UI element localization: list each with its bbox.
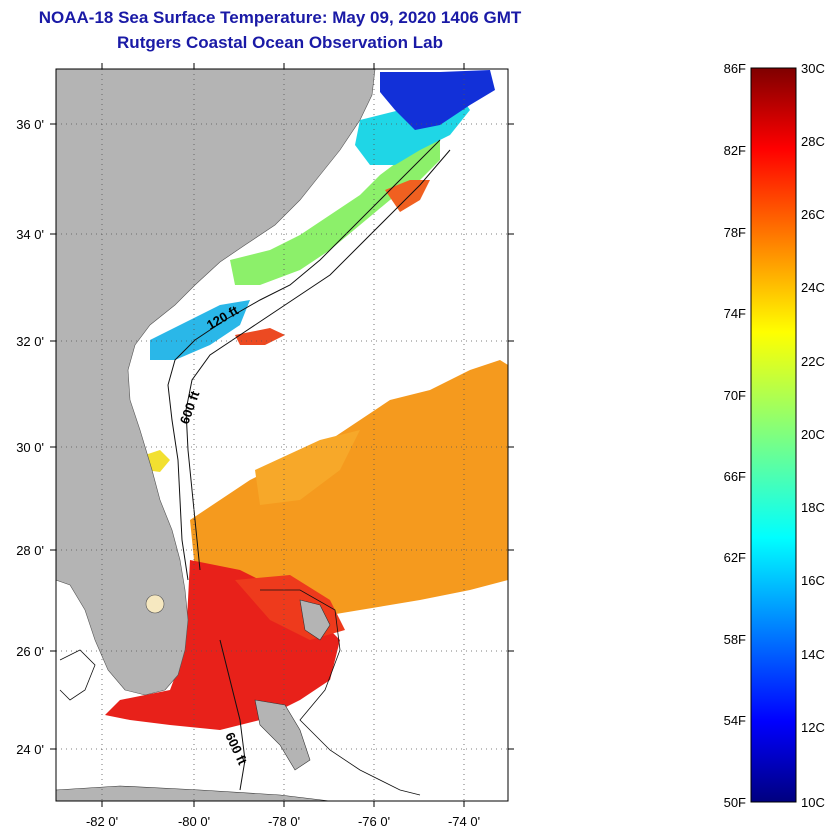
- lon-label: -80 0': [178, 814, 210, 829]
- cb-c-label: 30C: [801, 61, 825, 76]
- lat-label: 34 0': [16, 227, 44, 242]
- axis-ticks: [50, 63, 514, 807]
- lon-label: -74 0': [448, 814, 480, 829]
- land-bahamas-2: [254, 699, 311, 771]
- colorbar-celsius-labels: 30C 28C 26C 24C 22C 20C 18C 16C 14C 12C …: [801, 61, 825, 810]
- lat-label: 36 0': [16, 117, 44, 132]
- shelf-water-blue: [380, 70, 495, 130]
- map-panel: 120 ft 600 ft 600 ft: [56, 69, 508, 801]
- latitude-labels: 36 0' 34 0' 32 0' 30 0' 28 0' 26 0' 24 0…: [16, 117, 44, 757]
- cb-f-label: 82F: [724, 143, 746, 158]
- shelf-water-red-patch: [235, 328, 285, 345]
- cb-c-label: 18C: [801, 500, 825, 515]
- cb-c-label: 10C: [801, 795, 825, 810]
- land-bahamas-1: [299, 599, 331, 641]
- cb-f-label: 74F: [724, 306, 746, 321]
- cb-c-label: 14C: [801, 647, 825, 662]
- shelf-water-cyan-south: [150, 300, 250, 360]
- land-cuba: [56, 785, 331, 801]
- cb-c-label: 20C: [801, 427, 825, 442]
- contour-600ft: [185, 149, 451, 571]
- cb-f-label: 58F: [724, 632, 746, 647]
- contour-florida-bay: [59, 649, 96, 701]
- cb-f-label: 62F: [724, 550, 746, 565]
- lat-label: 32 0': [16, 334, 44, 349]
- lon-label: -78 0': [268, 814, 300, 829]
- cb-f-label: 50F: [724, 795, 746, 810]
- lon-label: -82 0': [86, 814, 118, 829]
- cb-c-label: 24C: [801, 280, 825, 295]
- cb-c-label: 16C: [801, 573, 825, 588]
- longitude-labels: -82 0' -80 0' -78 0' -76 0' -74 0': [86, 814, 480, 829]
- cb-c-label: 12C: [801, 720, 825, 735]
- contour-bahamas: [260, 589, 421, 796]
- lat-label: 30 0': [16, 440, 44, 455]
- lat-label: 26 0': [16, 644, 44, 659]
- cb-f-label: 86F: [724, 61, 746, 76]
- warm-water-orange-north: [255, 430, 360, 505]
- lat-label: 28 0': [16, 543, 44, 558]
- colorbar-fahrenheit-labels: 86F 82F 78F 74F 70F 66F 62F 58F 54F 50F: [724, 61, 746, 810]
- cb-f-label: 54F: [724, 713, 746, 728]
- grid: [56, 69, 508, 801]
- cb-f-label: 78F: [724, 225, 746, 240]
- land-mass: [56, 69, 376, 696]
- lon-label: -76 0': [358, 814, 390, 829]
- gulf-stream-warm-north: [385, 180, 430, 212]
- cb-c-label: 28C: [801, 134, 825, 149]
- cb-c-label: 22C: [801, 354, 825, 369]
- contour-120ft: [167, 139, 441, 581]
- shelf-water-green: [230, 140, 440, 285]
- map-title: NOAA-18 Sea Surface Temperature: May 09,…: [38, 8, 522, 27]
- cb-f-label: 66F: [724, 469, 746, 484]
- lake-okeechobee: [145, 594, 165, 614]
- colorbar: [750, 67, 797, 803]
- cb-f-label: 70F: [724, 388, 746, 403]
- cb-c-label: 26C: [801, 207, 825, 222]
- map-subtitle: Rutgers Coastal Ocean Observation Lab: [117, 33, 443, 52]
- contour-600ft-south: [219, 639, 246, 791]
- lat-label: 24 0': [16, 742, 44, 757]
- warm-water-orange: [190, 360, 508, 620]
